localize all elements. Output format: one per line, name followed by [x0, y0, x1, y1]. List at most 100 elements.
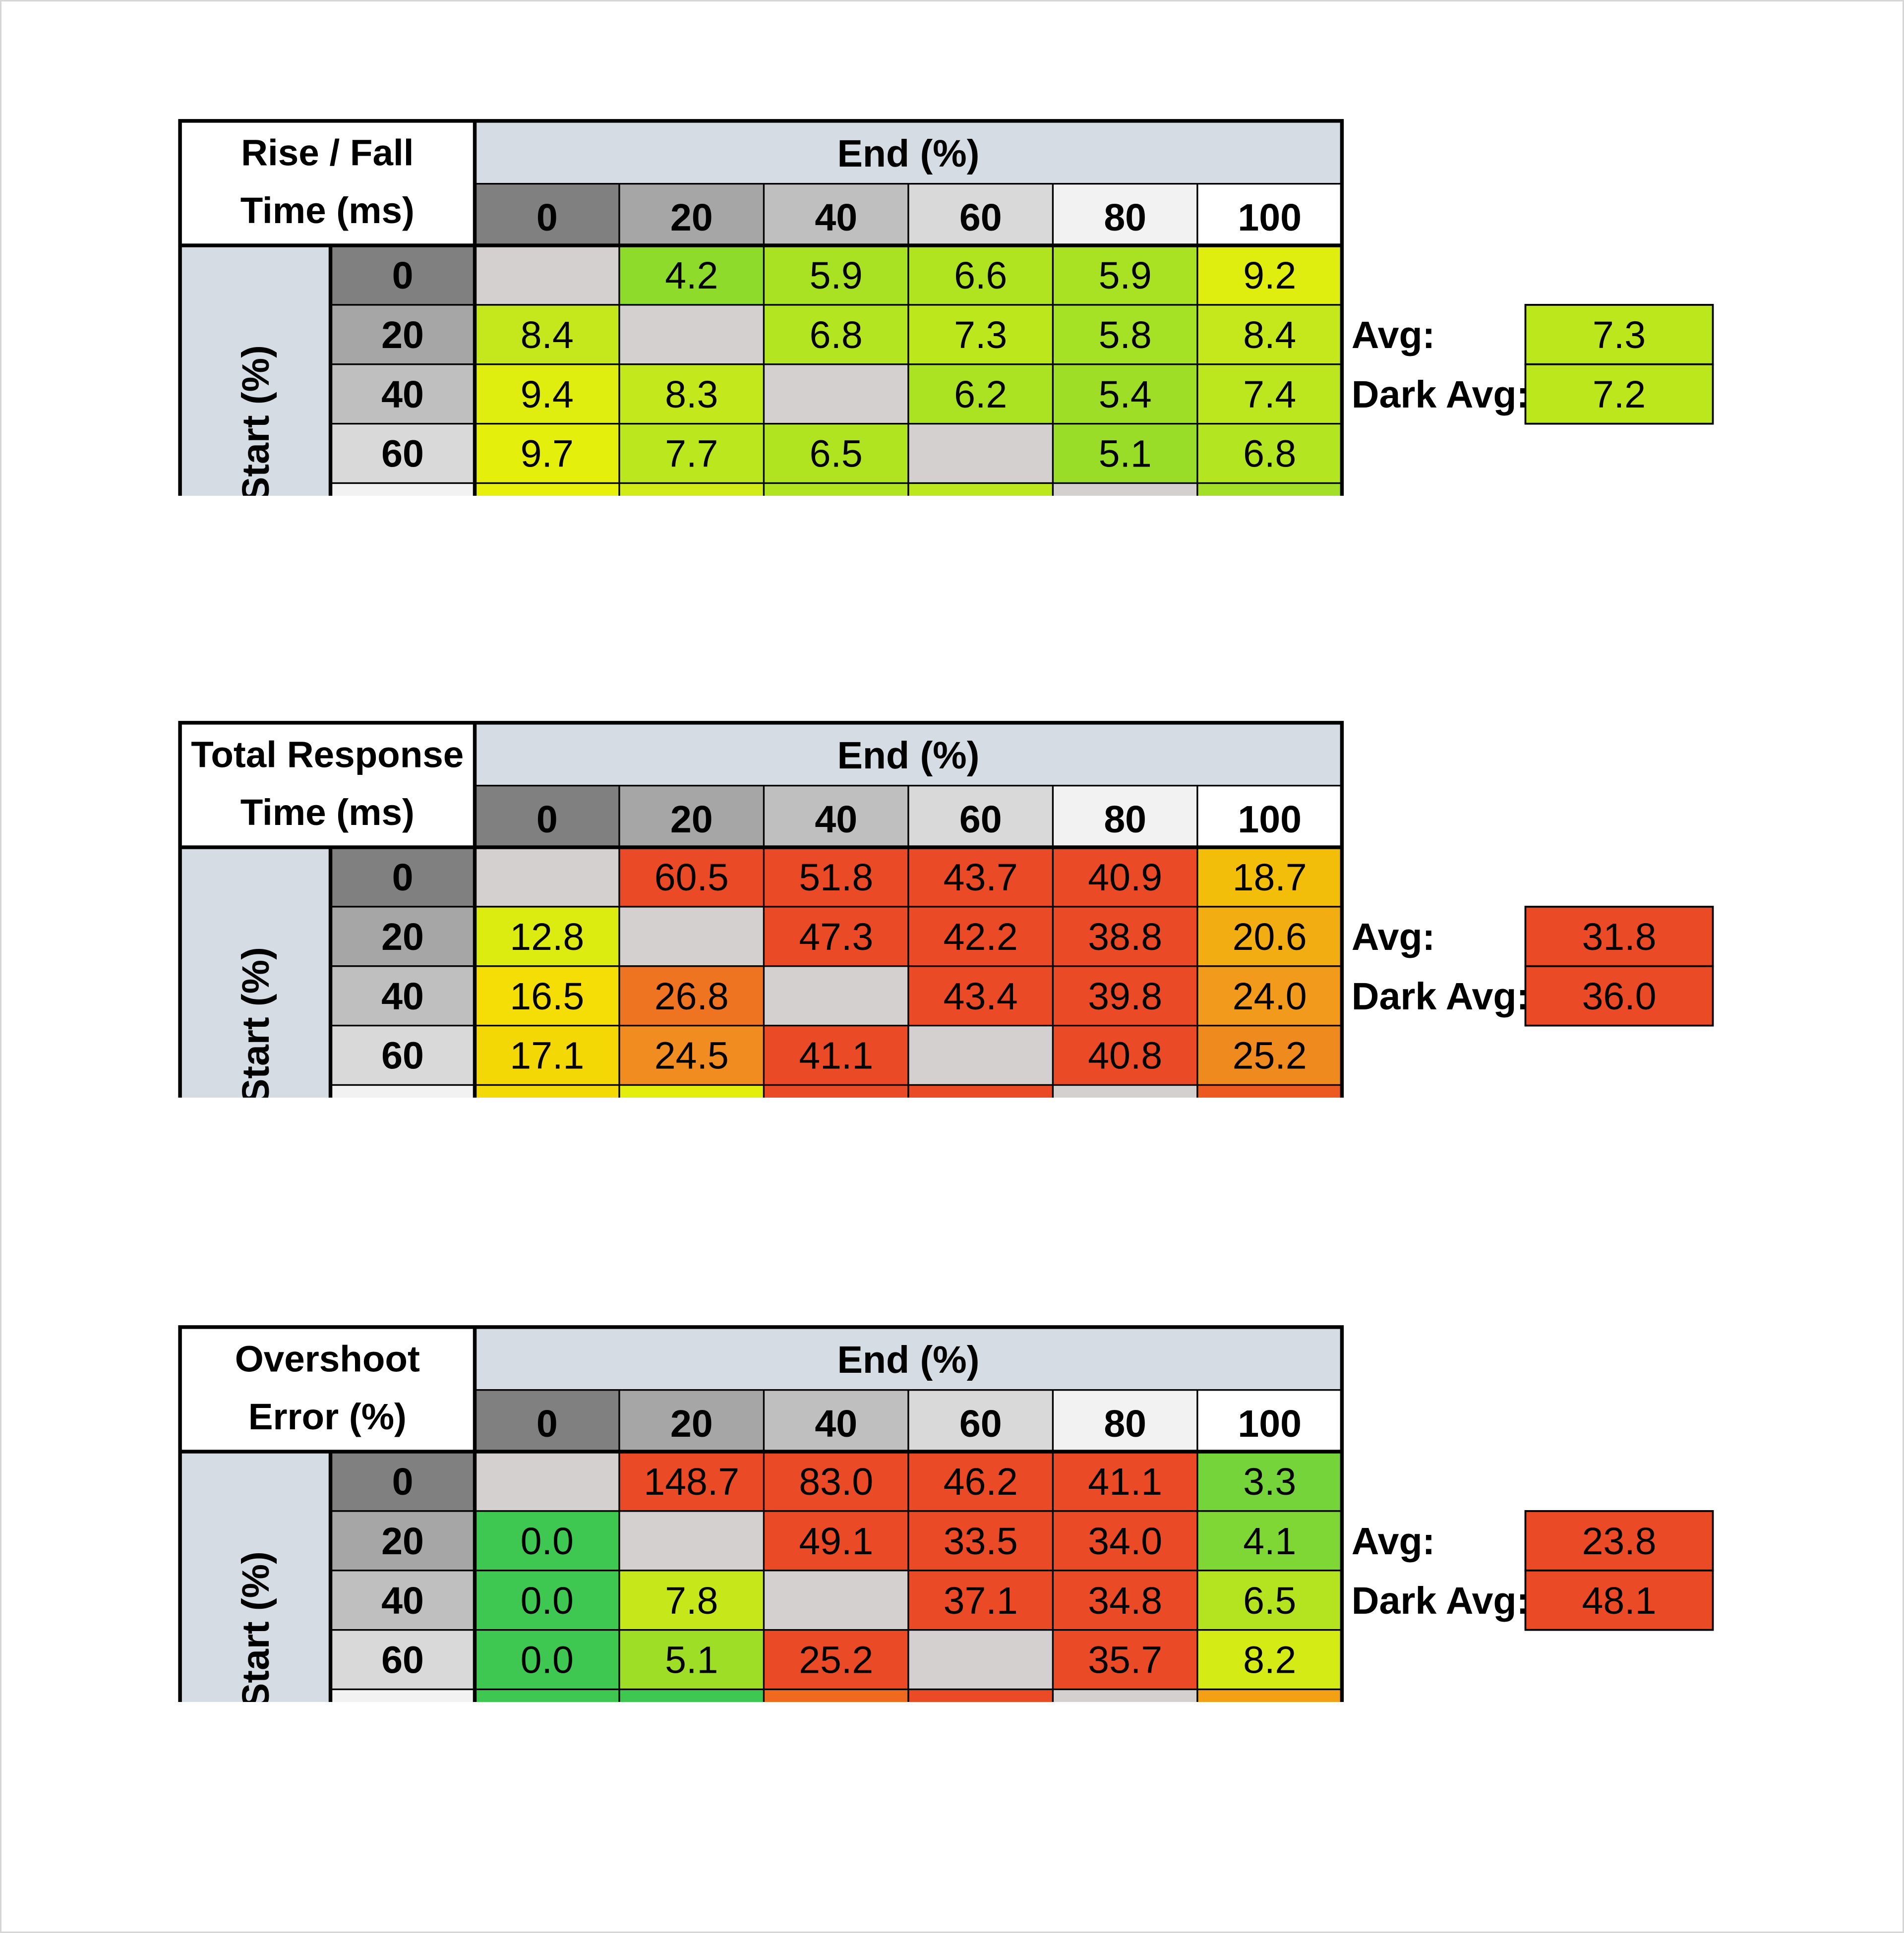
column-header-label: 80 [1104, 798, 1146, 841]
data-cell-value: 25.2 [799, 1639, 873, 1682]
data-cell [474, 1451, 620, 1512]
dark-avg-cell [1524, 363, 1714, 425]
start-header-label: Start (%) [235, 1551, 277, 1702]
data-cell-value: 39.8 [1088, 975, 1162, 1018]
avg-value: 7.3 [1593, 314, 1646, 356]
data-cell [1196, 1025, 1343, 1086]
data-cell [763, 1510, 909, 1572]
data-cell-value: 9.2 [1243, 254, 1296, 297]
avg-label: Avg: [1352, 916, 1435, 958]
data-cell [474, 1084, 620, 1098]
avg-cell [1524, 906, 1714, 967]
data-cell-value: 7.4 [1243, 373, 1296, 416]
data-cell [1196, 1510, 1343, 1572]
data-cell-value: 15.7 [1233, 1699, 1307, 1702]
dark-avg-value: 7.2 [1593, 373, 1646, 416]
data-cell-value: 16.5 [510, 975, 584, 1018]
data-cell-value: 17.1 [510, 1035, 584, 1077]
data-cell [907, 1084, 1054, 1098]
data-cell [474, 846, 620, 908]
avg-label: Avg: [1352, 314, 1435, 356]
column-header-label: 100 [1238, 1403, 1302, 1445]
row-header-cell [329, 906, 476, 967]
data-cell-value: 41.2 [799, 1094, 873, 1098]
data-cell-value: 0.0 [665, 1699, 718, 1702]
data-cell-value: 0.0 [521, 1699, 574, 1702]
data-cell-value: 6.8 [810, 314, 863, 356]
data-cell [474, 363, 620, 425]
data-cell [763, 244, 909, 306]
row-header-label: 20 [381, 916, 424, 958]
row-header-label: 40 [381, 1580, 424, 1622]
data-cell-value: 33.5 [944, 1520, 1018, 1563]
data-cell [763, 304, 909, 365]
data-cell [618, 423, 765, 484]
row-header-label: 40 [381, 373, 424, 416]
data-cell-value: 8.2 [1243, 1639, 1296, 1682]
data-cell-value: 6.6 [954, 254, 1007, 297]
data-cell [907, 423, 1054, 484]
data-cell-value: 0.0 [521, 1639, 574, 1682]
data-cell-value: 5.8 [1099, 314, 1152, 356]
data-cell-value: 13.5 [654, 1094, 729, 1098]
row-header-label: 0 [392, 1461, 414, 1503]
data-cell-value: 17.9 [799, 1699, 873, 1702]
data-cell [618, 1688, 765, 1702]
data-cell-value: 37.1 [944, 1580, 1018, 1622]
row-header-label: 0 [392, 856, 414, 899]
data-cell [1052, 304, 1198, 365]
dark-avg-label: Dark Avg: [1352, 1580, 1529, 1622]
row-header-label: 40 [381, 975, 424, 1018]
data-cell [763, 1570, 909, 1631]
column-header-label: 60 [959, 196, 1002, 239]
data-cell-value: 47.3 [799, 916, 873, 958]
column-header-label: 60 [959, 1403, 1002, 1445]
data-cell-value: 5.1 [665, 1639, 718, 1682]
corner-title-cell [179, 1326, 476, 1453]
column-header-cell [1196, 1389, 1343, 1453]
data-cell-value: 9.4 [521, 373, 574, 416]
row-header-cell [329, 1084, 476, 1098]
data-cell [1052, 1688, 1198, 1702]
dark-avg-cell [1524, 965, 1714, 1027]
data-cell [1196, 1629, 1343, 1691]
data-cell [618, 1084, 765, 1098]
avg-cell [1524, 304, 1714, 365]
data-cell [1052, 846, 1198, 908]
row-header-cell [329, 363, 476, 425]
data-cell [907, 1570, 1054, 1631]
data-cell [1052, 1451, 1198, 1512]
avg-label: Avg: [1352, 1520, 1435, 1563]
row-header-cell [329, 1451, 476, 1512]
column-header-label: 20 [670, 798, 713, 841]
table-title-line: Error (%) [248, 1396, 407, 1437]
dark-avg-cell [1524, 1569, 1714, 1631]
table-title-line: Time (ms) [240, 189, 415, 231]
data-cell-value: 6.2 [954, 373, 1007, 416]
data-cell-value: 42.2 [944, 916, 1018, 958]
data-cell [1196, 965, 1343, 1027]
data-cell-value: 7.3 [954, 314, 1007, 356]
data-cell [618, 363, 765, 425]
column-header-label: 40 [815, 196, 857, 239]
column-header-cell [763, 785, 909, 848]
data-cell-value: 28.7 [1233, 1094, 1307, 1098]
row-header-label: 80 [381, 1699, 424, 1702]
data-cell [907, 304, 1054, 365]
start-header-label: Start (%) [235, 947, 277, 1098]
data-cell-value: 41.1 [799, 1035, 873, 1077]
data-cell-value: 38.8 [1088, 916, 1162, 958]
data-cell [763, 1451, 909, 1512]
data-cell [907, 244, 1054, 306]
data-cell-value: 5.4 [1099, 373, 1152, 416]
data-cell-value: 20.6 [944, 1699, 1018, 1702]
data-cell [1196, 1451, 1343, 1512]
data-cell-value: 7.3 [954, 492, 1007, 496]
end-header-label: End (%) [837, 1339, 980, 1381]
data-cell [1196, 1570, 1343, 1631]
data-cell [1052, 244, 1198, 306]
column-header-cell [618, 1389, 765, 1453]
data-cell [618, 906, 765, 967]
data-cell-value: 26.8 [654, 975, 729, 1018]
data-cell [474, 1688, 620, 1702]
